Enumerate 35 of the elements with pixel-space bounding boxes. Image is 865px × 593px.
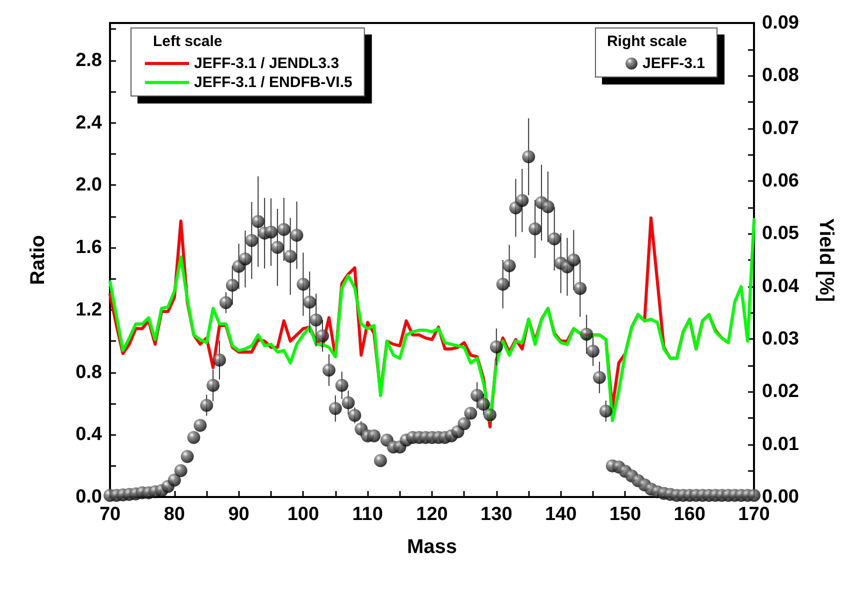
y2-axis-title: Yield [%] (815, 218, 837, 302)
y-tick-label: 2.0 (76, 174, 102, 196)
x-tick-label: 120 (416, 504, 448, 525)
y-tick-label: 1.2 (76, 299, 102, 320)
y-tick-label: 2.4 (76, 112, 102, 134)
y2-tick-label: 0.09 (762, 12, 799, 34)
x-tick-label: 130 (480, 504, 512, 525)
x-tick-label: 100 (287, 504, 320, 525)
y2-tick-label: 0.05 (762, 223, 800, 244)
x-axis-title: Mass (406, 536, 458, 558)
y-tick-label: 0.0 (76, 486, 102, 508)
y2-tick-label: 0.03 (762, 328, 799, 350)
x-tick-label: 90 (228, 504, 250, 525)
y-tick-label: 2.8 (76, 50, 102, 71)
y-tick-label: 0.4 (76, 424, 102, 446)
annotation: Left scale (153, 33, 222, 50)
y2-tick-label: 0.07 (762, 118, 799, 139)
x-tick-label: 150 (609, 504, 642, 525)
legend-label: JEFF-3.1 (642, 55, 706, 72)
y2-tick-label: 0.06 (762, 170, 799, 192)
y2-tick-label: 0.08 (762, 65, 799, 86)
y-tick-label: 1.6 (76, 237, 102, 258)
annotation: Right scale (606, 33, 688, 50)
y-axis-title: Ratio (27, 235, 49, 285)
y2-tick-label: 0.02 (762, 381, 799, 402)
y2-tick-label: 0.04 (762, 276, 800, 297)
legend-label: JEFF-3.1 / JENDL3.3 (194, 55, 340, 72)
y2-tick-label: 0.01 (762, 434, 800, 455)
legend-label: JEFF-3.1 / ENDFB-VI.5 (194, 74, 352, 91)
x-tick-label: 70 (99, 504, 121, 525)
y-tick-label: 0.8 (76, 362, 102, 383)
x-tick-label: 110 (352, 504, 383, 525)
x-tick-label: 80 (164, 504, 185, 525)
x-tick-label: 160 (674, 504, 706, 525)
x-tick-label: 140 (544, 504, 577, 525)
